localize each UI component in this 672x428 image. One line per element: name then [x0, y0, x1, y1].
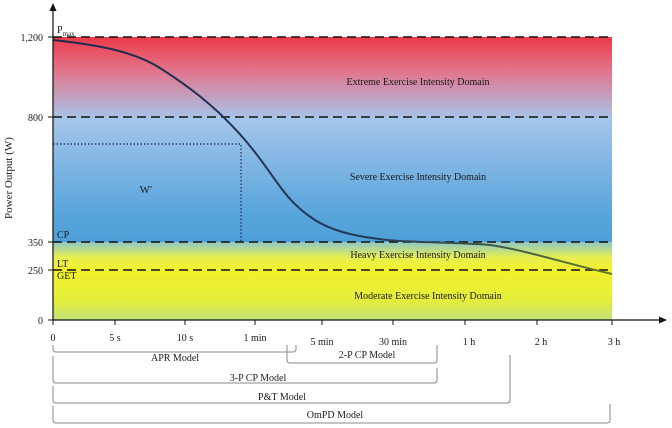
x-tick-label: 0 [51, 333, 56, 344]
x-tick-label: 2 h [535, 337, 548, 348]
w-prime-box [53, 143, 242, 242]
w-prime-label: W′ [140, 184, 153, 196]
three-p-model-label: 3-P CP Model [230, 373, 287, 384]
two-p-model-bracket [286, 345, 438, 364]
heavy-domain-band [53, 242, 612, 270]
pt-model-bracket [52, 355, 511, 404]
ompd-model-bracket [52, 404, 611, 424]
x-tick-label: 30 min [379, 337, 407, 348]
y-axis-label: Power Output (W) [3, 137, 15, 219]
power-duration-curve [52, 39, 613, 275]
x-tick-marks [52, 320, 613, 325]
pmax-label: Pmax [57, 25, 75, 38]
y-tick-label: 800 [28, 113, 43, 124]
x-axis-arrow [659, 316, 667, 324]
y-tick-marks [48, 36, 53, 321]
apr-model-label: APR Model [151, 353, 199, 364]
moderate-domain-band [53, 270, 612, 320]
x-tick-label: 5 s [109, 333, 121, 344]
moderate-domain-label: Moderate Exercise Intensity Domain [354, 291, 501, 302]
apr-model-bracket [52, 345, 297, 353]
ompd-model-label: OmPD Model [307, 410, 364, 421]
pt-model-label: P&T Model [258, 392, 306, 403]
extreme-domain-label: Extreme Exercise Intensity Domain [346, 77, 489, 88]
y-tick-label: 350 [28, 238, 43, 249]
lt-label: LT [57, 259, 68, 270]
y-tick-label: 0 [38, 316, 43, 327]
two-p-model-label: 2-P CP Model [339, 350, 396, 361]
y-tick-label: 1,200 [21, 33, 44, 44]
x-tick-label: 5 min [310, 337, 333, 348]
severe-domain-band [53, 117, 612, 242]
cp-label: CP [57, 230, 70, 241]
severe-domain-label: Severe Exercise Intensity Domain [350, 172, 486, 183]
x-tick-label: 1 min [243, 333, 266, 344]
x-tick-label: 10 s [177, 333, 194, 344]
y-tick-label: 250 [28, 266, 43, 277]
x-tick-label: 1 h [463, 337, 476, 348]
extreme-domain-band [53, 37, 612, 117]
y-axis-arrow [49, 3, 57, 11]
get-label: GET [57, 271, 76, 282]
x-tick-label: 3 h [608, 337, 621, 348]
model-brackets [52, 345, 611, 424]
heavy-domain-label: Heavy Exercise Intensity Domain [350, 250, 485, 261]
three-p-model-bracket [52, 356, 438, 384]
